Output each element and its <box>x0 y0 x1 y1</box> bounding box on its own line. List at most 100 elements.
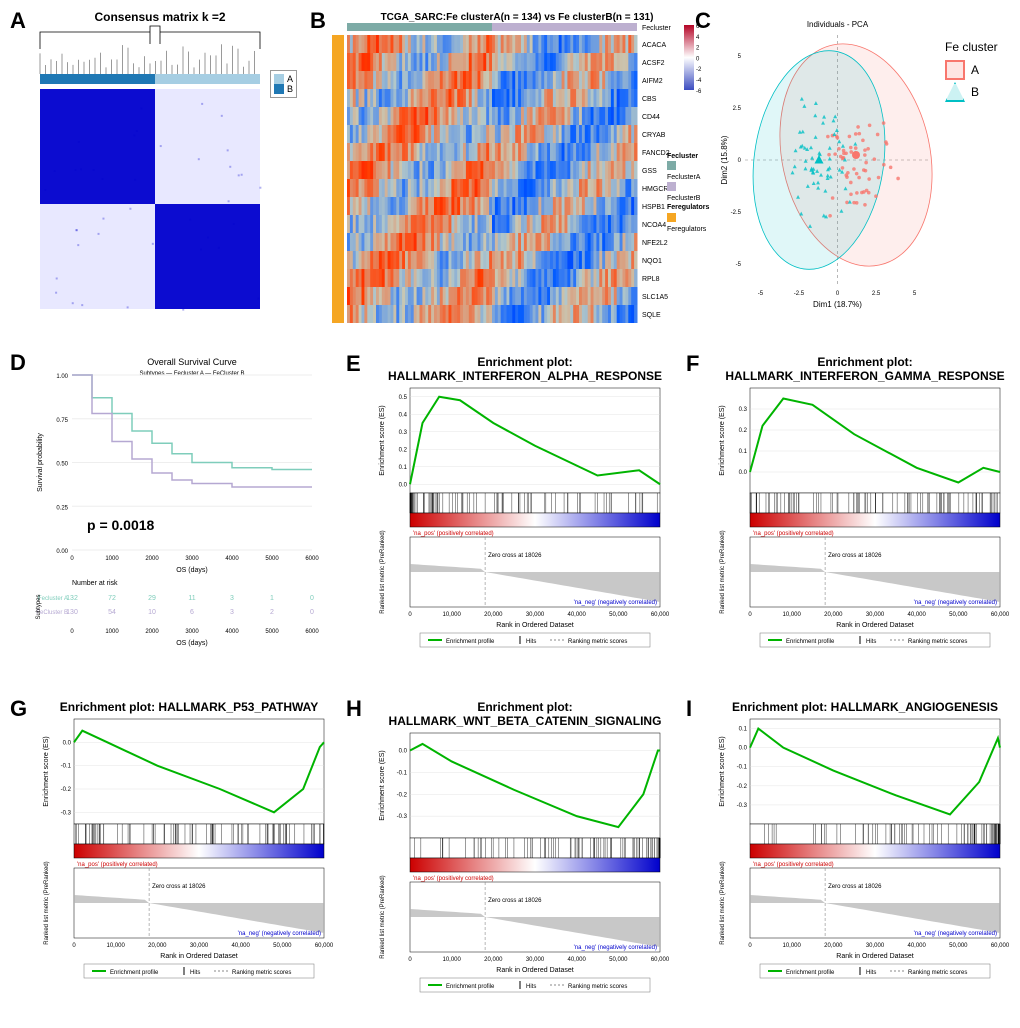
svg-text:0: 0 <box>836 291 840 297</box>
svg-text:6000: 6000 <box>305 556 319 562</box>
svg-text:72: 72 <box>108 595 116 602</box>
svg-text:Survival probability: Survival probability <box>37 433 44 492</box>
svg-text:HMGCR: HMGCR <box>642 186 668 193</box>
svg-text:Fecluster A: Fecluster A <box>38 596 68 602</box>
svg-text:0.75: 0.75 <box>56 418 68 424</box>
gsea-plot-I: -0.3-0.2-0.10.00.1Enrichment score (ES)'… <box>710 714 1020 998</box>
pca-plot: Individuals - PCA-5-5-2.5-2.5002.52.555D… <box>715 15 945 315</box>
svg-text:Subtypes: Subtypes <box>36 594 42 619</box>
svg-text:CRYAB: CRYAB <box>642 132 666 139</box>
svg-text:Ranking metric scores: Ranking metric scores <box>908 639 967 645</box>
svg-text:1: 1 <box>270 595 274 602</box>
svg-text:50,000: 50,000 <box>609 612 628 618</box>
svg-text:HSPB1: HSPB1 <box>642 204 665 211</box>
svg-text:OS (days): OS (days) <box>176 567 208 574</box>
svg-text:Dim1 (18.7%): Dim1 (18.7%) <box>813 300 862 309</box>
svg-text:50,000: 50,000 <box>273 943 292 949</box>
svg-text:3000: 3000 <box>185 629 199 635</box>
svg-text:50,000: 50,000 <box>949 612 968 618</box>
gsea-plot-E: 0.00.10.20.30.40.5Enrichment score (ES)'… <box>370 383 680 653</box>
svg-text:0.3: 0.3 <box>399 430 408 436</box>
svg-text:3: 3 <box>230 609 234 616</box>
svg-text:Ranking metric scores: Ranking metric scores <box>908 970 967 976</box>
svg-text:40,000: 40,000 <box>907 612 926 618</box>
svg-text:Hits: Hits <box>866 639 876 645</box>
svg-text:0.3: 0.3 <box>739 407 748 413</box>
svg-text:-0.3: -0.3 <box>737 803 748 809</box>
svg-text:11: 11 <box>188 595 195 602</box>
svg-text:10,000: 10,000 <box>782 943 801 949</box>
svg-text:5000: 5000 <box>265 629 279 635</box>
svg-text:Enrichment profile: Enrichment profile <box>786 970 835 976</box>
svg-text:-5: -5 <box>758 291 764 297</box>
svg-text:132: 132 <box>66 595 78 602</box>
svg-text:Individuals - PCA: Individuals - PCA <box>807 20 869 29</box>
heatmap-title: TCGA_SARC:Fe clusterA(n = 134) vs Fe clu… <box>332 12 702 23</box>
svg-text:3: 3 <box>230 595 234 602</box>
svg-text:2.5: 2.5 <box>733 106 742 112</box>
svg-text:2: 2 <box>696 46 700 52</box>
svg-text:0: 0 <box>310 609 314 616</box>
svg-text:'na_pos' (positively correlate: 'na_pos' (positively correlated) <box>413 531 494 537</box>
svg-text:Enrichment score (ES): Enrichment score (ES) <box>379 405 386 475</box>
svg-text:-6: -6 <box>696 89 702 95</box>
svg-text:AIFM2: AIFM2 <box>642 78 663 85</box>
svg-text:30,000: 30,000 <box>866 943 885 949</box>
svg-text:0.0: 0.0 <box>399 482 408 488</box>
svg-text:30,000: 30,000 <box>526 612 545 618</box>
svg-text:0.0: 0.0 <box>399 749 408 755</box>
svg-text:Ranking metric scores: Ranking metric scores <box>568 984 627 990</box>
svg-text:'na_pos' (positively correlate: 'na_pos' (positively correlated) <box>753 862 834 868</box>
svg-text:0.0: 0.0 <box>739 470 748 476</box>
svg-text:60,000: 60,000 <box>991 943 1010 949</box>
svg-text:Ranked list metric (PreRanked): Ranked list metric (PreRanked) <box>720 861 726 944</box>
svg-text:20,000: 20,000 <box>148 943 167 949</box>
svg-text:Rank in Ordered Dataset: Rank in Ordered Dataset <box>496 622 573 629</box>
svg-text:2: 2 <box>270 609 274 616</box>
svg-text:5: 5 <box>738 54 742 60</box>
svg-text:20,000: 20,000 <box>484 612 503 618</box>
panel-a-title: Consensus matrix k =2 <box>30 10 290 24</box>
svg-text:0: 0 <box>70 556 74 562</box>
svg-text:Zero cross at 18026: Zero cross at 18026 <box>828 884 882 890</box>
svg-text:4: 4 <box>696 35 700 41</box>
svg-text:0.1: 0.1 <box>739 449 748 455</box>
svg-text:-2: -2 <box>696 67 702 73</box>
svg-text:'na_neg' (negatively correlate: 'na_neg' (negatively correlated) <box>574 945 657 951</box>
svg-text:ACACA: ACACA <box>642 42 666 49</box>
svg-text:4000: 4000 <box>225 629 239 635</box>
svg-text:Enrichment score (ES): Enrichment score (ES) <box>379 750 386 820</box>
gsea-title: Enrichment plot: HALLMARK_ANGIOGENESIS <box>710 700 1020 714</box>
svg-text:'na_neg' (negatively correlate: 'na_neg' (negatively correlated) <box>238 931 321 937</box>
svg-text:-0.3: -0.3 <box>397 814 408 820</box>
svg-text:OS (days): OS (days) <box>176 640 208 647</box>
svg-text:0.2: 0.2 <box>399 447 408 453</box>
svg-text:Enrichment profile: Enrichment profile <box>110 970 159 976</box>
svg-text:130: 130 <box>66 609 78 616</box>
svg-text:0.50: 0.50 <box>56 462 68 468</box>
svg-text:Enrichment score (ES): Enrichment score (ES) <box>719 736 726 806</box>
svg-text:2000: 2000 <box>145 556 159 562</box>
svg-text:0: 0 <box>70 629 74 635</box>
svg-text:0: 0 <box>738 158 742 164</box>
svg-text:0.25: 0.25 <box>56 505 68 511</box>
gsea-plot-H: -0.3-0.2-0.10.0Enrichment score (ES)'na_… <box>370 728 680 998</box>
svg-text:40,000: 40,000 <box>567 957 586 963</box>
svg-text:GSS: GSS <box>642 168 657 175</box>
svg-text:0: 0 <box>748 943 752 949</box>
svg-text:Rank in Ordered Dataset: Rank in Ordered Dataset <box>496 967 573 974</box>
svg-text:Hits: Hits <box>526 639 536 645</box>
svg-text:0: 0 <box>696 56 700 62</box>
svg-text:'na_neg' (negatively correlate: 'na_neg' (negatively correlated) <box>574 600 657 606</box>
svg-text:0.1: 0.1 <box>399 465 408 471</box>
svg-text:1000: 1000 <box>105 629 119 635</box>
svg-text:Rank in Ordered Dataset: Rank in Ordered Dataset <box>836 953 913 960</box>
gsea-title: Enrichment plot:HALLMARK_INTERFERON_GAMM… <box>710 355 1020 383</box>
svg-text:Enrichment score (ES): Enrichment score (ES) <box>43 736 50 806</box>
svg-text:Ranking metric scores: Ranking metric scores <box>568 639 627 645</box>
svg-text:0: 0 <box>408 612 412 618</box>
svg-text:-0.2: -0.2 <box>397 792 408 798</box>
svg-text:50,000: 50,000 <box>609 957 628 963</box>
gsea-title: Enrichment plot:HALLMARK_INTERFERON_ALPH… <box>370 355 680 383</box>
svg-text:'na_pos' (positively correlate: 'na_pos' (positively correlated) <box>77 862 158 868</box>
